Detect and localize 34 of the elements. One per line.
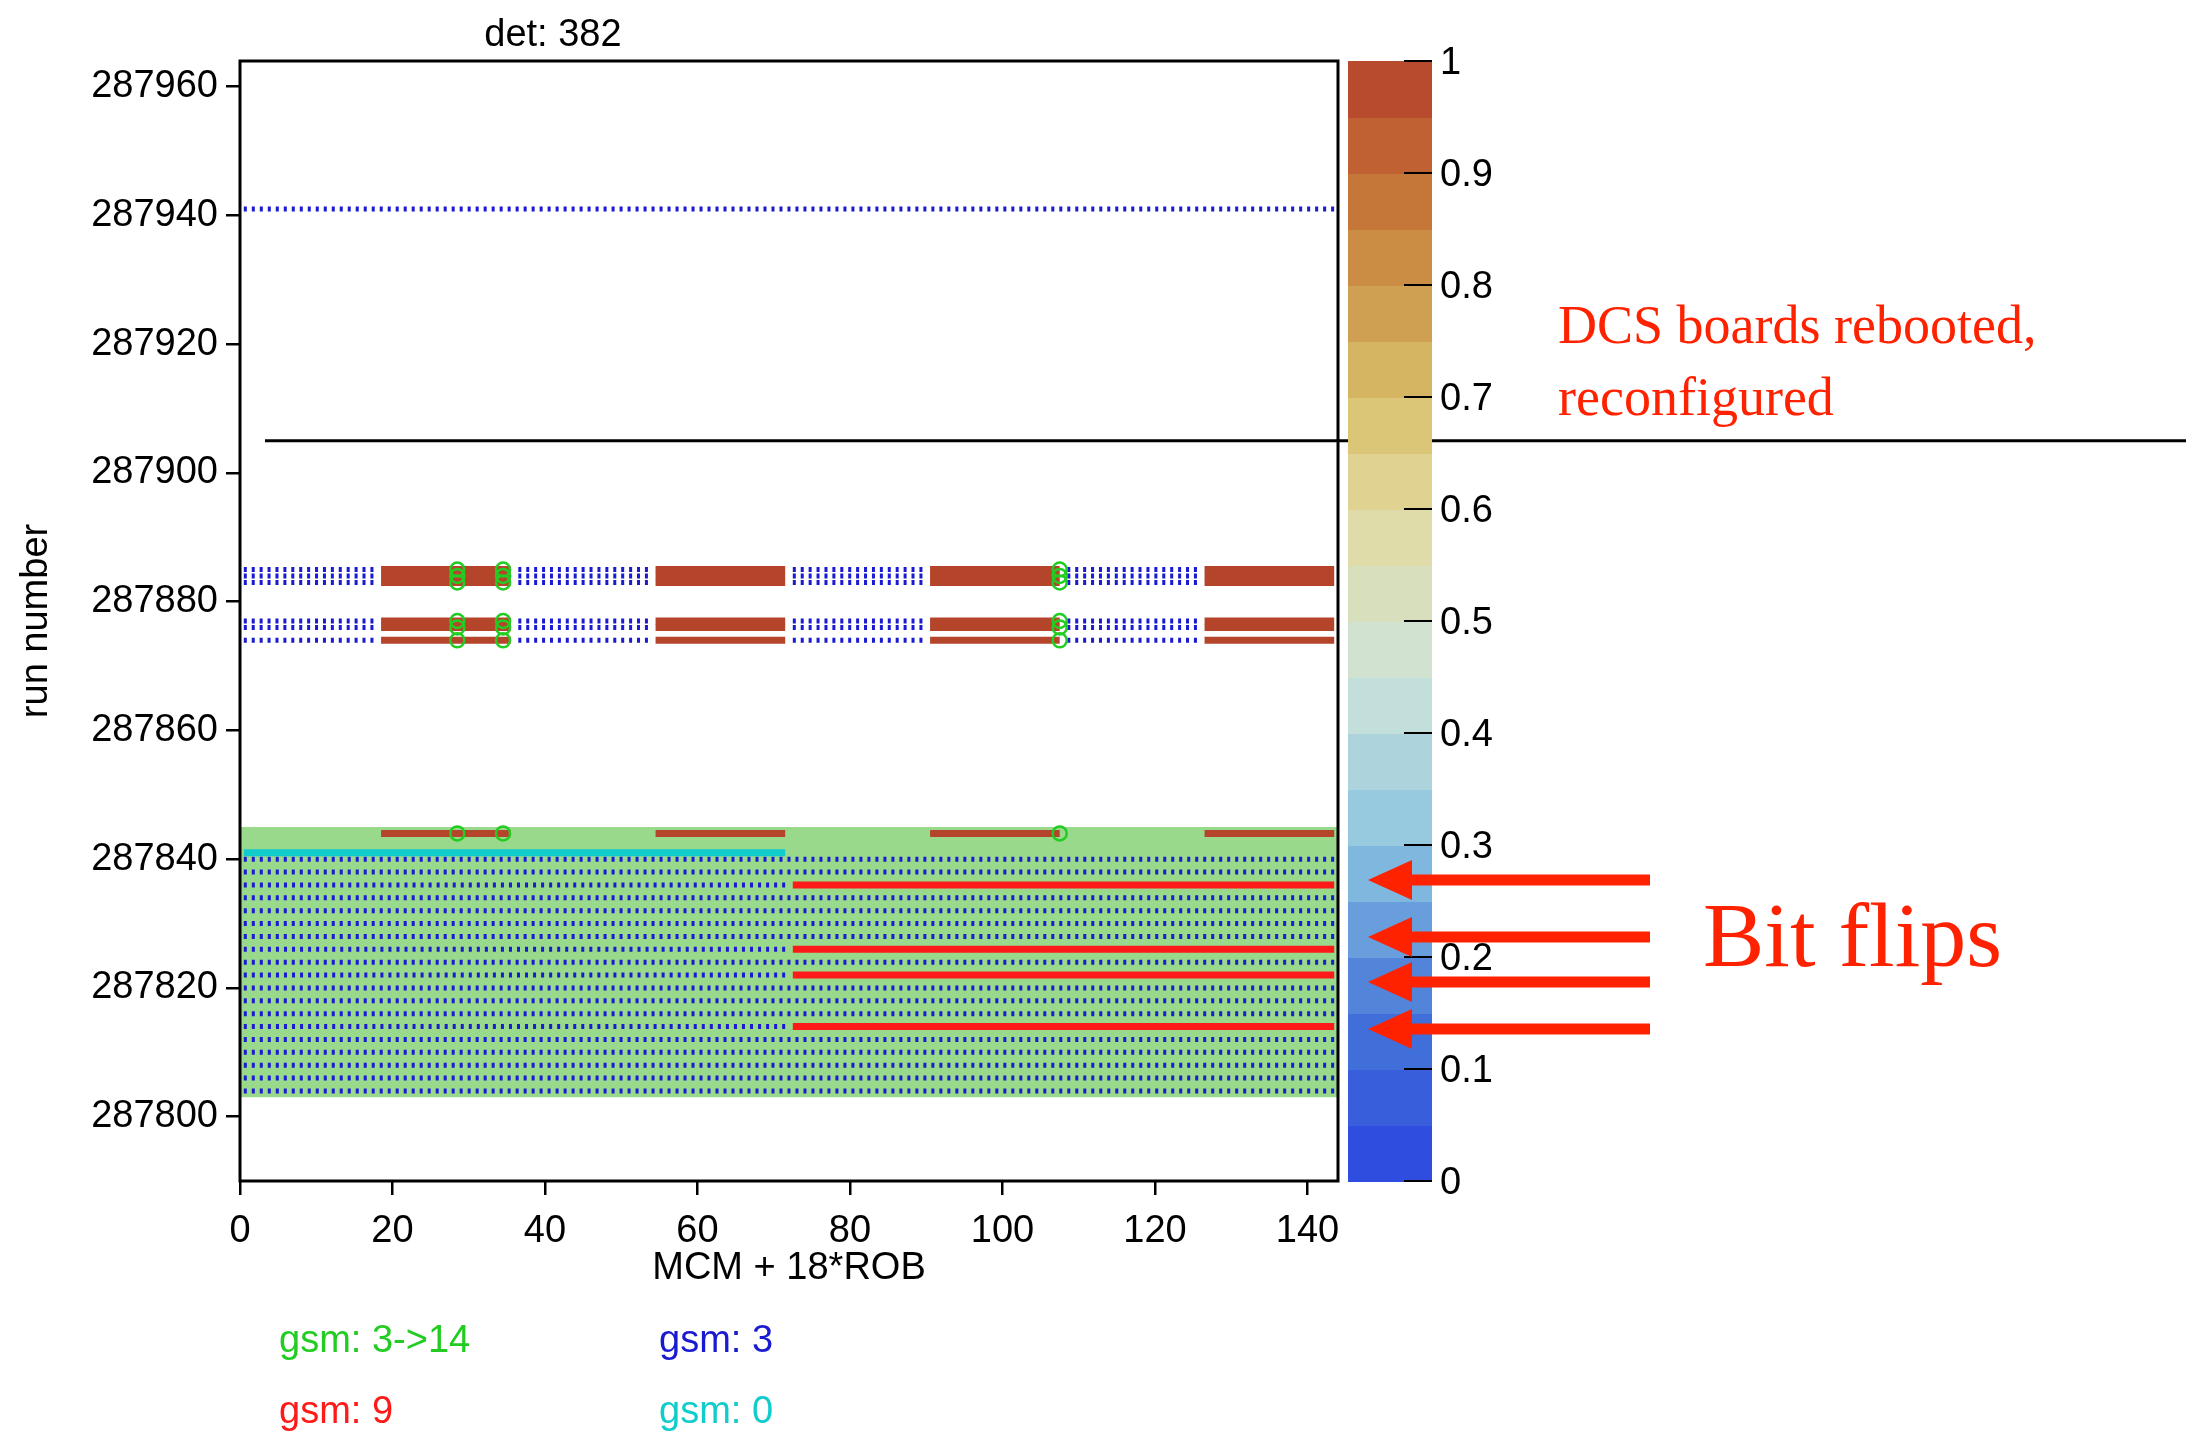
x-tick-label: 40 (523, 1208, 567, 1251)
y-tick-label: 287820 (91, 964, 218, 1007)
text: gsm: 9 (279, 1389, 395, 1432)
chart-title: det: 382 (484, 12, 622, 55)
color-bar-label: 0.1 (1440, 1047, 1493, 1091)
ref-line-label: DCS boards rebooted, reconfigured (1558, 294, 2037, 427)
text: gsm: 0 (659, 1389, 775, 1432)
y-tick-label: 287940 (91, 191, 218, 234)
color-bar-label: 0.7 (1440, 375, 1493, 419)
text: gsm: 3 (659, 1318, 775, 1361)
color-bar-label: 0.6 (1440, 487, 1493, 531)
color-bar-label: 0.9 (1440, 151, 1493, 195)
x-tick-label: 0 (229, 1208, 251, 1251)
x-tick-label: 140 (1275, 1208, 1340, 1251)
y-tick-label: 287920 (91, 320, 218, 363)
color-bar-label: 0.8 (1440, 263, 1493, 307)
y-tick-label: 287900 (91, 449, 218, 492)
x-tick-label: 100 (970, 1208, 1035, 1251)
color-bar-label: 0 (1440, 1159, 1462, 1203)
x-tick-label: 20 (371, 1208, 414, 1251)
text: Bit flips (1703, 884, 2003, 986)
color-bar-label: 0.5 (1440, 599, 1493, 643)
color-bar-label: 0.4 (1440, 711, 1493, 755)
y-tick-label: 287880 (91, 578, 218, 621)
y-tick-label: 287860 (91, 706, 218, 749)
x-tick-label: 120 (1123, 1208, 1187, 1251)
color-bar-label: 0.3 (1440, 823, 1493, 867)
y-axis-title: run number (13, 523, 56, 719)
color-bar-label: 1 (1440, 39, 1462, 83)
y-tick-label: 287800 (91, 1093, 218, 1136)
y-tick-label: 287840 (91, 835, 218, 878)
y-tick-label: 287960 (91, 63, 218, 106)
color-bar-label: 0.2 (1440, 935, 1493, 979)
text: gsm: 3->14 (279, 1318, 472, 1361)
